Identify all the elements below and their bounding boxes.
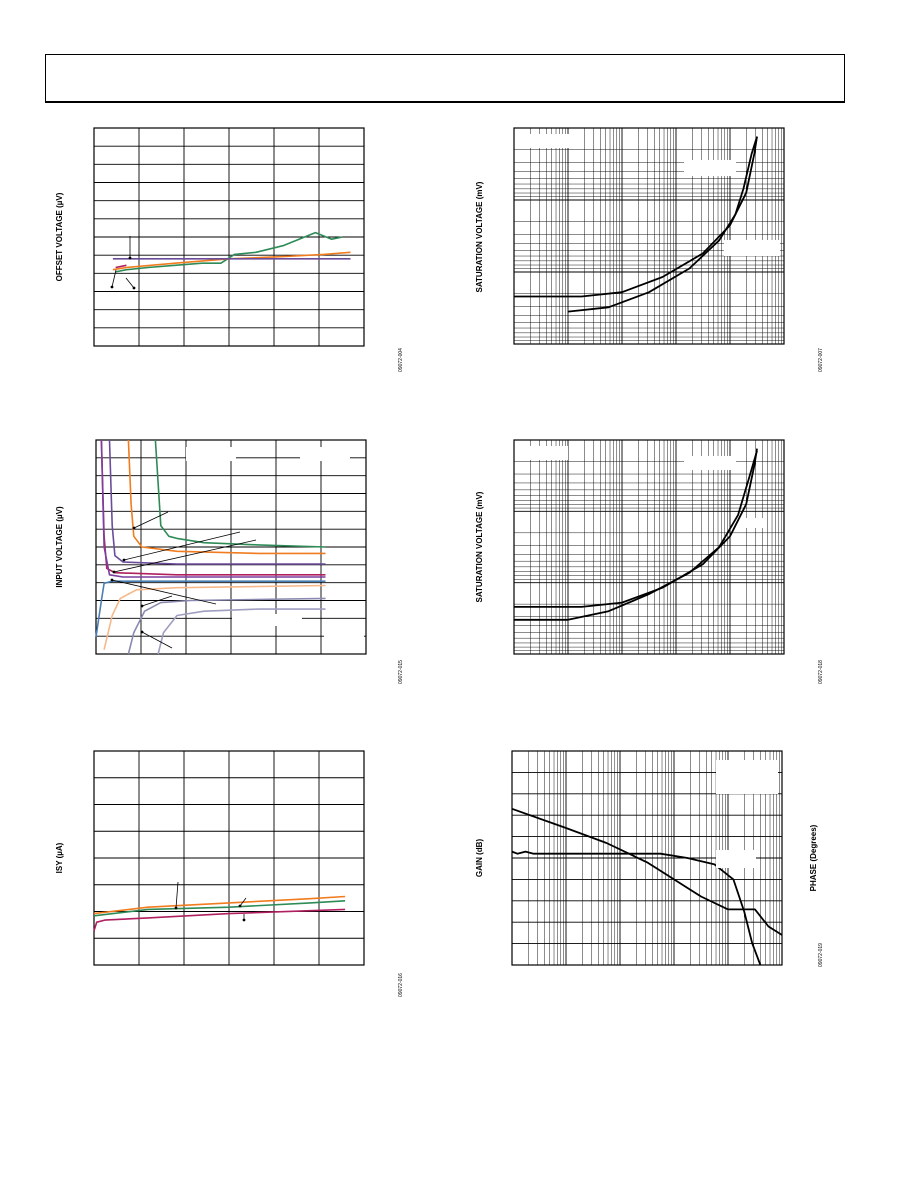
arrow-head <box>128 256 132 260</box>
plot-frame <box>93 127 365 347</box>
blank-label-box <box>300 447 350 461</box>
blank-label-box <box>684 160 736 176</box>
series-line-2 <box>567 136 758 313</box>
annotation-arrow <box>113 539 257 573</box>
ylabel-gain: GAIN (dB) <box>475 839 484 878</box>
series-line-2 <box>514 450 758 621</box>
plot-area-supply-current <box>93 750 365 966</box>
series-line-6 <box>103 584 326 650</box>
blank-label-box <box>186 447 236 461</box>
ylabel-input-voltage: INPUT VOLTAGE (µV) <box>55 506 64 588</box>
plot-frame <box>511 750 783 966</box>
series-line-1 <box>93 895 346 915</box>
ylabel-saturation-voltage-2: SATURATION VOLTAGE (mV) <box>475 491 484 602</box>
annotation-arrow <box>141 595 173 607</box>
blank-label-box <box>716 850 756 868</box>
annotation-arrow <box>125 277 135 289</box>
arrow-head <box>238 904 242 908</box>
blank-label-box <box>684 456 736 470</box>
ylabel-supply-current: ISY (µA) <box>55 842 64 873</box>
blank-label-box <box>324 630 364 640</box>
plot-frame <box>513 127 785 345</box>
series-line-4 <box>115 264 127 269</box>
chart-saturation-voltage-2: SATURATION VOLTAGE (mV) 09072-018 <box>475 491 824 684</box>
annotation-arrow <box>111 579 217 605</box>
arrow-head <box>110 578 114 582</box>
figcode-offset-voltage: 09072-004 <box>398 348 404 372</box>
annotation-arrow <box>123 531 241 561</box>
arrow-head <box>140 630 144 634</box>
series-line-1 <box>514 448 758 608</box>
annotation-arrow <box>133 511 169 529</box>
arrow-head <box>132 526 136 530</box>
figcode-saturation-voltage-1: 09072-007 <box>818 348 824 372</box>
blank-label-box <box>520 134 576 148</box>
arrow-head <box>112 570 116 574</box>
series-line-1 <box>514 136 758 298</box>
annotation-arrow <box>239 897 247 907</box>
arrow-head <box>132 286 136 290</box>
ylabel-offset-voltage: OFFSET VOLTAGE (µV) <box>55 192 64 281</box>
plot-area-saturation-voltage-1 <box>513 127 785 345</box>
annotation-arrow <box>141 631 173 649</box>
arrow-head <box>174 906 178 910</box>
series-line-8 <box>127 597 326 655</box>
page-header-box <box>45 54 845 103</box>
series-line-3 <box>108 439 326 565</box>
plot-frame <box>95 439 367 655</box>
chart-offset-voltage: OFFSET VOLTAGE (µV) 09072-004 <box>55 192 404 372</box>
arrow-head <box>122 558 126 562</box>
series-line-1 <box>511 807 783 936</box>
chart-gain-phase: GAIN (dB) PHASE (Degrees) 09072-019 <box>475 824 824 967</box>
figcode-gain-phase: 09072-019 <box>818 943 824 967</box>
chart-saturation-voltage-1: SATURATION VOLTAGE (mV) 09072-007 <box>475 181 824 372</box>
chart-supply-current: ISY (µA) 09072-016 <box>55 842 404 997</box>
blank-label-box <box>716 760 778 794</box>
blank-label-box <box>724 240 780 256</box>
blank-label-box <box>744 518 764 528</box>
chart-input-voltage: INPUT VOLTAGE (µV) 09072-015 <box>55 506 404 684</box>
figcode-input-voltage: 09072-015 <box>398 660 404 684</box>
series-line-2 <box>127 439 326 555</box>
series-line-1 <box>154 439 326 548</box>
series-line-2 <box>511 850 762 966</box>
blank-label-box <box>520 446 568 460</box>
blank-label-box <box>232 614 302 626</box>
arrow-head <box>242 918 246 922</box>
plot-frame <box>93 750 365 966</box>
plot-area-offset-voltage <box>93 127 365 347</box>
plot-frame <box>513 439 785 655</box>
annotation-arrow <box>111 269 117 288</box>
series-line-3 <box>93 908 346 932</box>
arrow-head <box>140 604 144 608</box>
series-line-9 <box>157 608 326 655</box>
annotation-arrow <box>175 881 179 909</box>
series-line-1 <box>115 231 343 273</box>
ylabel-phase: PHASE (Degrees) <box>809 824 818 891</box>
figcode-supply-current: 09072-016 <box>398 973 404 997</box>
series-line-5 <box>100 439 326 578</box>
plot-area-saturation-voltage-2 <box>513 439 785 655</box>
ylabel-saturation-voltage-1: SATURATION VOLTAGE (mV) <box>475 181 484 292</box>
arrow-head <box>110 285 114 289</box>
series-line-7 <box>95 580 326 638</box>
plot-area-gain-phase <box>511 750 783 966</box>
figcode-saturation-voltage-2: 09072-018 <box>818 660 824 684</box>
plot-area-input-voltage <box>95 439 367 655</box>
series-line-2 <box>93 900 346 917</box>
